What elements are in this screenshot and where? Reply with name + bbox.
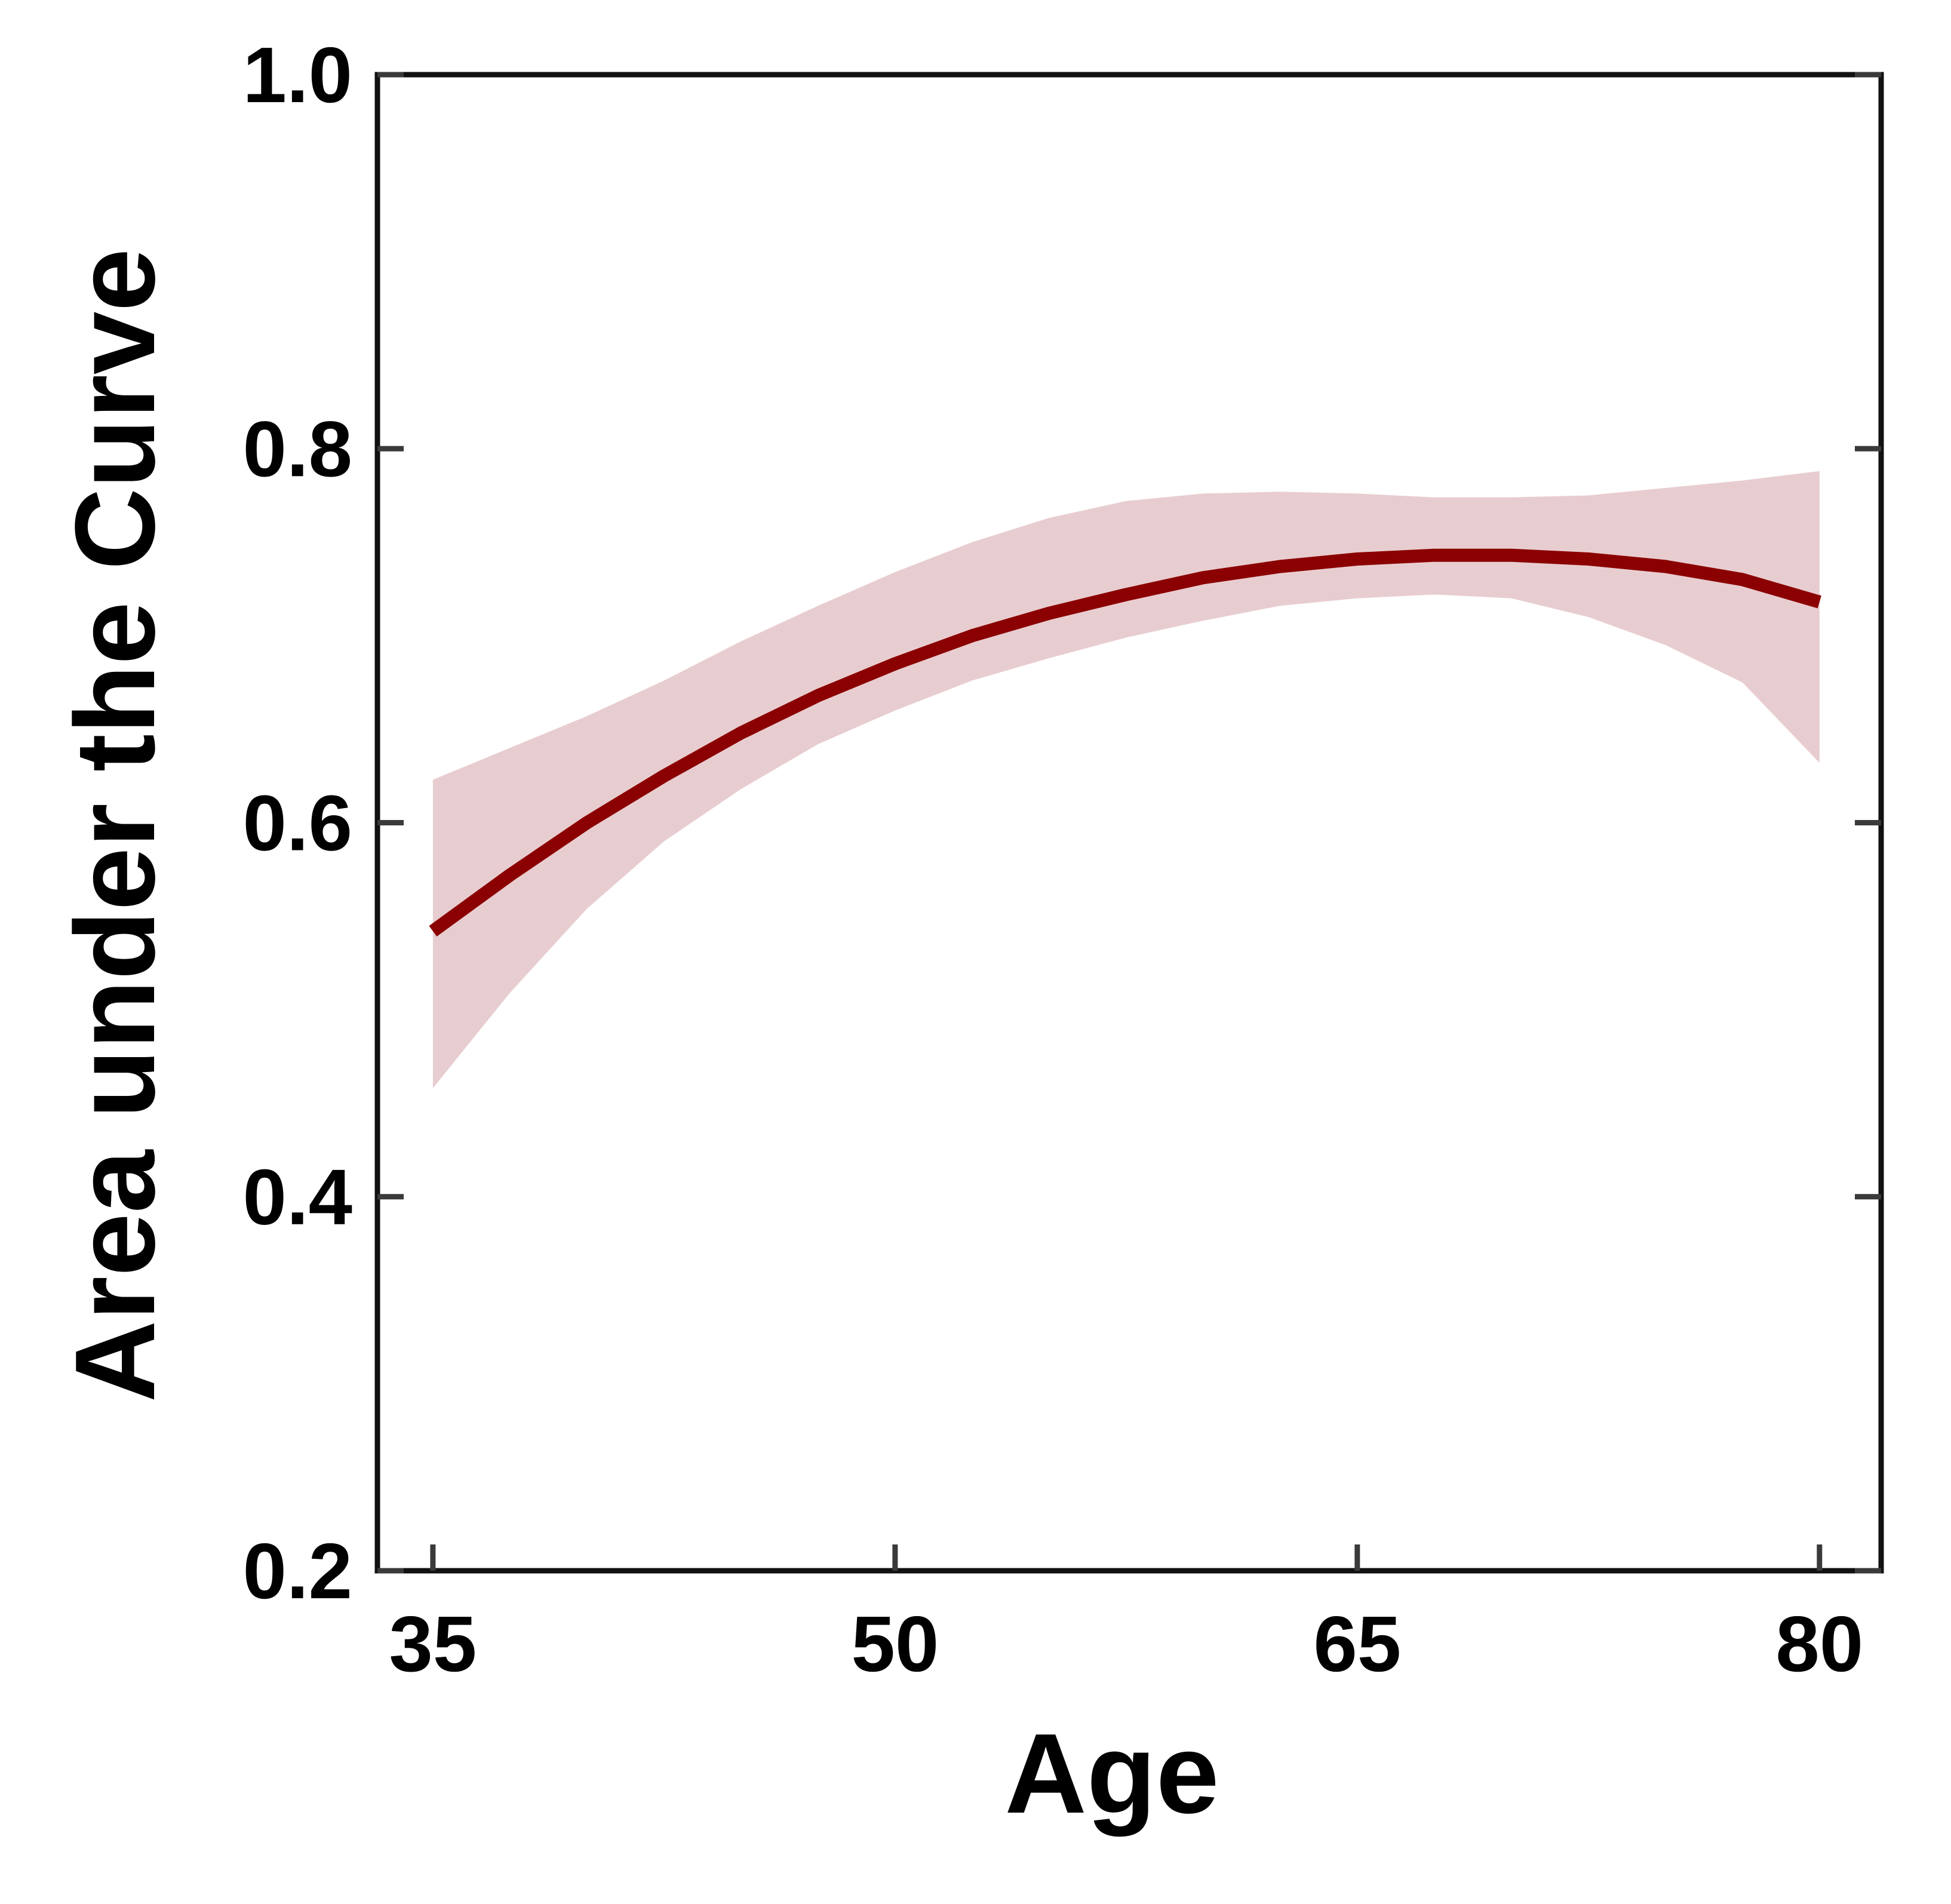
- y-tick-label: 0.2: [243, 1527, 353, 1615]
- y-tick-label: 0.8: [243, 405, 353, 493]
- x-axis-title: Age: [1005, 1710, 1219, 1837]
- series-line-layer: [429, 548, 1821, 936]
- series-line: [429, 548, 1821, 936]
- tick-label-layer: 0.2 0.4 0.6 0.8 1.0 35 50 65 80: [243, 31, 1864, 1688]
- y-tick-label: 0.4: [243, 1153, 353, 1241]
- y-tick-label: 0.6: [243, 779, 353, 867]
- x-tick-label: 50: [851, 1600, 939, 1688]
- x-tick-label: 80: [1775, 1600, 1863, 1688]
- confidence-band: [432, 471, 1820, 1089]
- x-tick-label: 35: [389, 1600, 477, 1688]
- x-tick-label: 65: [1313, 1600, 1401, 1688]
- tick-layer: [377, 72, 1881, 1574]
- y-tick-label: 1.0: [243, 31, 353, 119]
- confidence-band-layer: [432, 471, 1820, 1089]
- y-axis-title: Area under the Curve: [52, 248, 179, 1402]
